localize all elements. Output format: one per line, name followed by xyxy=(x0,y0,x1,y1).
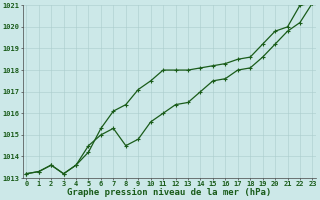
X-axis label: Graphe pression niveau de la mer (hPa): Graphe pression niveau de la mer (hPa) xyxy=(67,188,271,197)
